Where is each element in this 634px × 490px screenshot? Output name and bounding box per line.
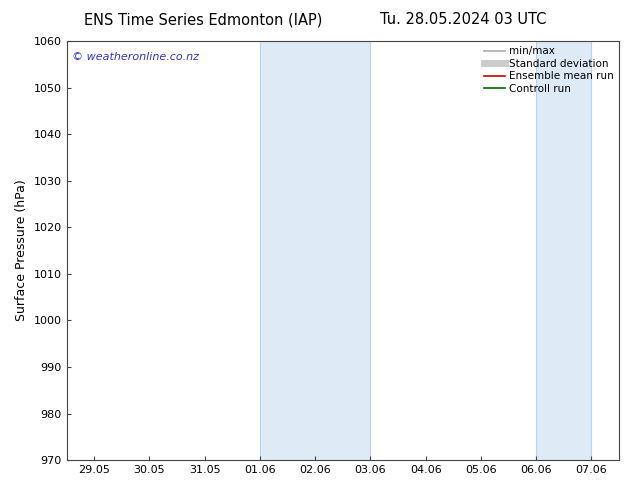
Bar: [536, 41, 592, 460]
Text: © weatheronline.co.nz: © weatheronline.co.nz: [72, 51, 199, 62]
Text: ENS Time Series Edmonton (IAP): ENS Time Series Edmonton (IAP): [84, 12, 322, 27]
Bar: [260, 41, 370, 460]
Y-axis label: Surface Pressure (hPa): Surface Pressure (hPa): [15, 180, 28, 321]
Legend: min/max, Standard deviation, Ensemble mean run, Controll run: min/max, Standard deviation, Ensemble me…: [484, 46, 614, 94]
Text: Tu. 28.05.2024 03 UTC: Tu. 28.05.2024 03 UTC: [380, 12, 546, 27]
